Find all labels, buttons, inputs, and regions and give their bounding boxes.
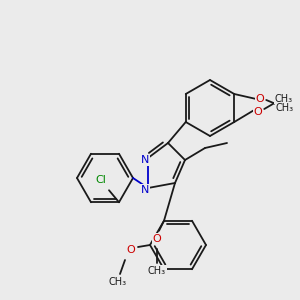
Text: O: O — [256, 94, 265, 104]
Text: CH₃: CH₃ — [274, 94, 292, 104]
Text: CH₃: CH₃ — [109, 277, 127, 287]
Text: CH₃: CH₃ — [275, 103, 293, 113]
Text: N: N — [141, 155, 149, 165]
Text: O: O — [254, 107, 262, 117]
Text: N: N — [141, 185, 149, 195]
Text: O: O — [153, 234, 161, 244]
Text: Cl: Cl — [96, 175, 106, 185]
Text: O: O — [127, 245, 135, 255]
Text: CH₃: CH₃ — [148, 266, 166, 276]
